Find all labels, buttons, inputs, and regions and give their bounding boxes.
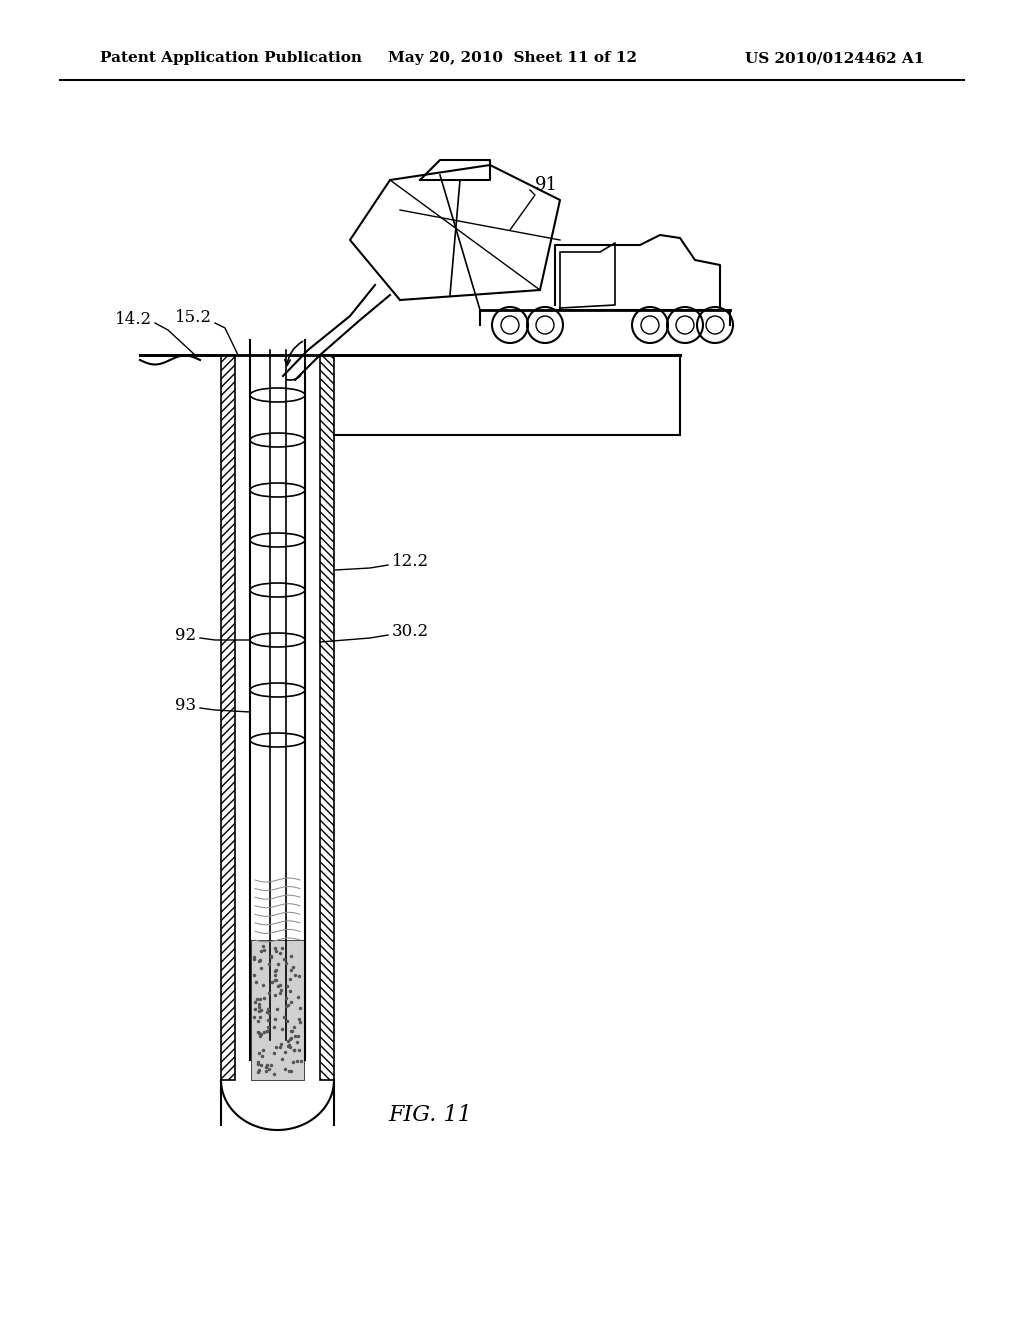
Text: 14.2: 14.2 [115, 312, 152, 329]
Text: 30.2: 30.2 [392, 623, 429, 640]
Text: 15.2: 15.2 [175, 309, 212, 326]
Bar [319, 355, 334, 1080]
Text: 92: 92 [175, 627, 196, 644]
Text: Patent Application Publication: Patent Application Publication [100, 51, 362, 65]
Text: US 2010/0124462 A1: US 2010/0124462 A1 [744, 51, 924, 65]
Bar [251, 940, 304, 1080]
Text: 12.2: 12.2 [392, 553, 429, 570]
Text: 91: 91 [535, 176, 558, 194]
Bar [221, 355, 234, 1080]
Text: FIG. 11: FIG. 11 [388, 1104, 472, 1126]
Text: 93: 93 [175, 697, 196, 714]
Text: May 20, 2010  Sheet 11 of 12: May 20, 2010 Sheet 11 of 12 [387, 51, 637, 65]
